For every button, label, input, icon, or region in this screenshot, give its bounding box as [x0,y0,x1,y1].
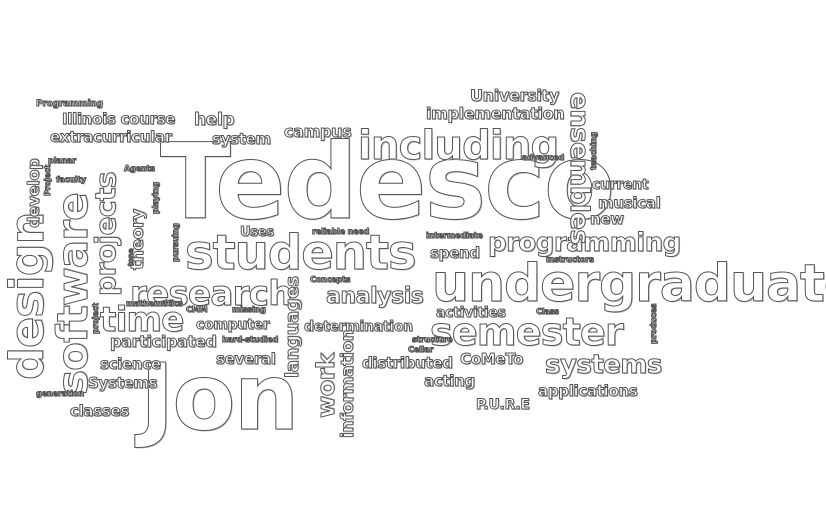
word-applications: applications [538,382,639,400]
word-programming: programming [488,228,682,258]
word-project-vertical: Project [43,165,53,197]
word-campus: campus [283,122,352,141]
word-students: students [185,225,418,281]
word-advanced: advanced [521,153,565,162]
word-produces: produces [649,303,659,344]
word-class: CMM [185,305,208,314]
word-implementation: implementation [425,104,565,123]
word-reliable-need: reliable need [311,227,370,236]
word-concepts: Concepts [309,275,351,284]
word-jon: Jon [139,344,299,451]
word-including: including [357,123,559,169]
word-system: system [212,130,272,148]
word-current: current [591,177,649,193]
word-pure: P.U.R.E [476,397,531,413]
word-activities: activities [436,305,507,321]
word-classes: classes [69,402,130,420]
word-distributed: distributed [362,354,454,372]
word-tedesco: Tedesco [159,121,615,243]
word-languages: languages [282,276,304,379]
word-computer: computer [195,317,270,333]
word-choices: missing [232,305,267,314]
word-teaching: teaching [589,132,599,171]
word-time: time [100,300,185,340]
word-missing: Class [536,307,560,316]
word-research: research [130,274,293,314]
word-design: design [0,212,55,380]
word-analysis: analysis [325,284,424,309]
word-new: new [590,210,625,228]
word-faculty: faculty [56,175,87,184]
word-university: University [470,86,560,105]
word-extracurricular: extracurricular [50,128,173,146]
word-project-small: project [91,303,101,335]
word-undergraduate: undergraduate [431,254,826,314]
word-science: science [100,355,162,373]
word-several: several [216,350,277,368]
word-information: information [338,329,359,439]
word-agents: Agents [124,164,156,173]
word-cometo: CoMeTo [459,350,524,368]
word-projects: projects [89,172,123,297]
word-determination: determination [304,319,414,335]
word-semester: semester [430,310,625,354]
word-planar: planar [48,156,77,165]
word-cmm: hard-studied [221,335,279,344]
word-uses: Uses [240,225,275,240]
word-generation: generation [36,389,85,398]
word-intermediate: intermediate [426,231,484,240]
word-programming-small: Programming [36,99,104,109]
word-software: software [48,193,98,396]
word-pursuing: pursuing [171,223,181,263]
word-mathematics: mathematics [126,299,184,308]
word-hard-studied: tone [127,248,136,266]
word-participated: participated [110,332,218,351]
word-instructors: instructors [546,255,595,264]
word-systems-lower: systems [545,350,663,380]
word-systems-cap: Systems [87,374,158,392]
word-work: work [312,353,341,419]
word-trees: Cellar [407,345,434,354]
word-spend: spend [430,244,481,262]
word-cellar: structure [411,335,453,344]
word-help: help [193,110,235,130]
word-illinois-course: Illinois course [61,110,176,128]
word-acting: acting [424,372,476,390]
word-musical: musical [597,194,661,212]
word-develop: develop [24,158,44,228]
word-playing: playing [151,182,161,215]
